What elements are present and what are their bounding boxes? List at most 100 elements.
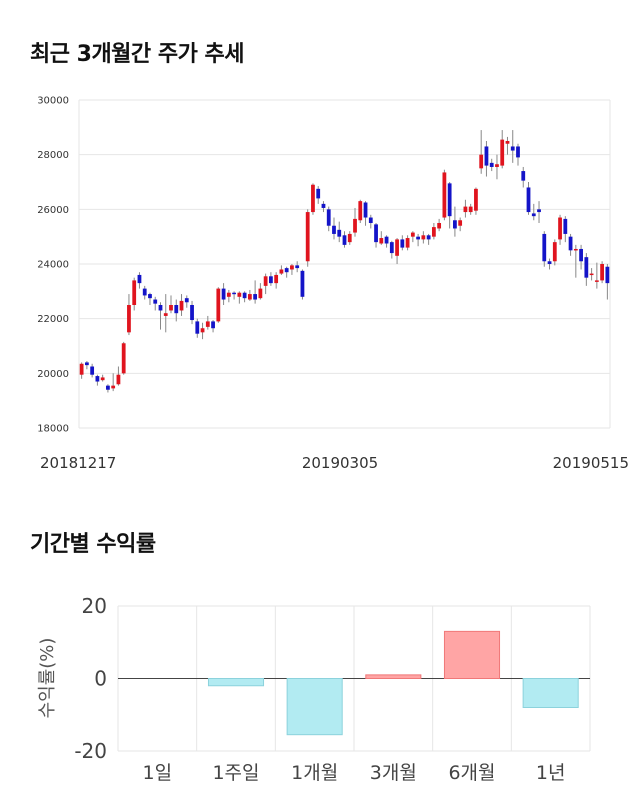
candle-body	[211, 321, 215, 329]
candle-body	[537, 209, 541, 213]
price-trend-title: 최근 3개월간 주가 추세	[30, 42, 244, 67]
candle-body	[589, 273, 594, 276]
candle-x-tick-label: 20190515	[553, 454, 629, 472]
candle-body	[137, 274, 142, 284]
returns-title: 기간별 수익률	[30, 532, 156, 557]
returns-grid	[117, 605, 591, 752]
candle-body	[295, 265, 300, 269]
returns-x-tick-label: 3개월	[370, 762, 417, 784]
candle-body	[347, 233, 352, 243]
candle-body	[463, 206, 468, 213]
returns-x-tick-label: 1주일	[212, 762, 259, 784]
returns-y-tick-label: 20	[82, 594, 107, 618]
candle-body	[226, 292, 231, 297]
candle-body	[148, 294, 152, 299]
candle-body	[552, 242, 557, 262]
candle-body	[95, 376, 100, 382]
candle-body	[573, 248, 578, 251]
candle-body	[269, 276, 273, 284]
candle-body	[132, 280, 137, 305]
candle-body	[474, 188, 478, 211]
candle-body	[379, 238, 384, 244]
candle-body	[242, 292, 247, 299]
candle-body	[353, 218, 357, 233]
candle-body	[584, 257, 589, 278]
candle-body	[405, 238, 410, 248]
candle-body	[169, 305, 173, 311]
returns-x-tick-label: 1년	[536, 762, 566, 784]
candle-body	[326, 209, 331, 226]
candle-body	[190, 305, 194, 321]
candle-body	[127, 305, 131, 333]
candle-body	[384, 236, 389, 244]
returns-bar	[522, 678, 579, 708]
candle-body	[284, 268, 289, 273]
candle-body	[300, 270, 305, 297]
candle-body	[116, 374, 121, 385]
candle-body	[489, 162, 494, 167]
candle-y-tick-label: 20000	[37, 369, 69, 380]
candle-body	[158, 305, 163, 311]
candle-body	[558, 217, 562, 240]
candle-body	[605, 266, 610, 284]
candle-y-tick-label: 18000	[37, 424, 69, 435]
returns-x-tick-label: 6개월	[448, 762, 495, 784]
candle-y-axis: 30000 28000 26000 24000 22000 20000 18000	[37, 96, 69, 435]
candle-body	[594, 280, 599, 282]
candle-body	[458, 220, 463, 226]
candle-body	[79, 363, 84, 375]
candle-body	[84, 362, 89, 366]
candle-body	[395, 239, 399, 256]
candle-body	[542, 233, 547, 262]
candle-body	[531, 213, 536, 217]
returns-y-tick-label: 0	[94, 667, 107, 691]
candle-body	[453, 220, 457, 229]
candle-body	[389, 242, 394, 254]
candle-body	[495, 164, 499, 167]
candle-x-tick-label: 20181217	[40, 454, 116, 472]
candle-y-tick-label: 22000	[37, 314, 69, 325]
candle-body	[468, 206, 473, 213]
candle-body	[505, 141, 510, 144]
candle-body	[163, 313, 168, 316]
returns-y-axis: 20 0 -20	[74, 594, 107, 763]
candle-body	[321, 203, 326, 208]
candle-body	[258, 288, 263, 299]
candle-body	[521, 171, 526, 181]
candle-body	[410, 232, 415, 237]
candle-body	[332, 225, 336, 234]
returns-bar	[207, 678, 265, 687]
candle-body	[500, 139, 505, 166]
returns-bars	[207, 630, 579, 736]
candle-y-tick-label: 24000	[37, 260, 69, 271]
candle-body	[106, 385, 110, 390]
candle-body	[290, 265, 294, 270]
candle-body	[416, 236, 420, 240]
candle-x-tick-label: 20190305	[302, 454, 378, 472]
candle-body	[247, 294, 252, 300]
candle-body	[274, 274, 279, 284]
candle-body	[142, 288, 147, 296]
candle-body	[516, 146, 520, 158]
returns-x-axis: 1일 1주일 1개월 3개월 6개월 1년	[143, 762, 566, 784]
candle-body	[111, 385, 116, 389]
candle-body	[184, 298, 189, 303]
candle-body	[195, 321, 200, 334]
candle-body	[484, 146, 489, 166]
returns-bar	[286, 678, 343, 736]
candle-body	[342, 235, 347, 245]
returns-x-tick-label: 1개월	[291, 762, 338, 784]
candle-body	[205, 321, 210, 327]
returns-x-tick-label: 1일	[143, 762, 173, 784]
candle-y-tick-label: 28000	[37, 150, 69, 161]
candle-body	[400, 239, 405, 248]
candle-body	[100, 377, 105, 381]
candle-body	[426, 235, 431, 240]
returns-bar-chart: 20 0 -20 1일 1주일 1개월 3개월 6개월 1년 수익률(%)	[37, 594, 591, 784]
candle-body	[358, 201, 363, 221]
candle-body	[442, 172, 447, 218]
candle-body	[437, 223, 442, 229]
candle-body	[479, 154, 484, 169]
candle-body	[232, 292, 236, 295]
candle-body	[279, 269, 284, 274]
